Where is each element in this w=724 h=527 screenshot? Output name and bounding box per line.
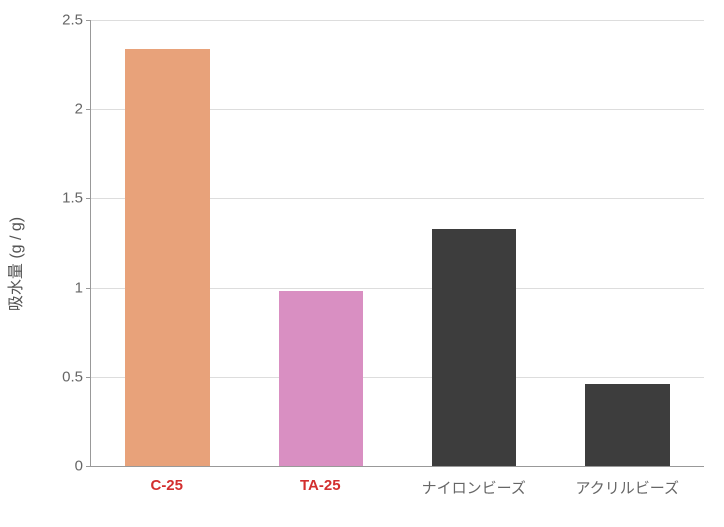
y-tick-label: 2.5 [62, 12, 83, 29]
water-absorption-chart: 吸水量 (g / g) 00.511.522.5 C-25TA-25ナイロンビー… [0, 0, 724, 527]
bar [125, 49, 209, 466]
y-tick-label: 0 [75, 458, 83, 475]
x-axis-label: C-25 [90, 467, 244, 527]
bars-wrapper [91, 20, 704, 466]
x-axis-label: アクリルビーズ [551, 467, 705, 527]
y-tick-label: 1 [75, 279, 83, 296]
bar [279, 291, 363, 466]
y-tick-label: 2 [75, 101, 83, 118]
bar [432, 229, 516, 466]
y-tick-label: 0.5 [62, 368, 83, 385]
x-axis-label: TA-25 [244, 467, 398, 527]
bar-slot [91, 20, 244, 466]
x-axis-labels: C-25TA-25ナイロンビーズアクリルビーズ [90, 467, 704, 527]
x-axis-label: ナイロンビーズ [397, 467, 551, 527]
y-tick-label: 1.5 [62, 190, 83, 207]
plot-area: 00.511.522.5 [90, 20, 704, 467]
y-axis-label: 吸水量 (g / g) [2, 216, 26, 310]
bar-slot [244, 20, 397, 466]
bar [585, 384, 669, 466]
bar-slot [398, 20, 551, 466]
bar-slot [551, 20, 704, 466]
